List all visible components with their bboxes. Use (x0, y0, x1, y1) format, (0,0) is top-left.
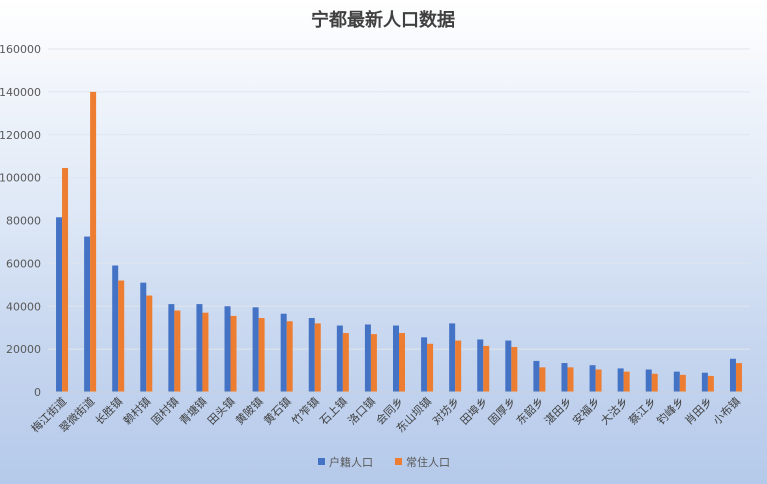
x-tick-label: 黄石镇 (261, 394, 294, 427)
y-tick-label: 160000 (0, 43, 41, 56)
y-tick-label: 140000 (0, 86, 41, 99)
x-tick-label: 田头镇 (204, 394, 237, 427)
bar-huji (84, 236, 91, 392)
bar-changzhu (483, 345, 490, 392)
bar-huji (561, 363, 568, 392)
x-tick-label: 钓峰乡 (654, 394, 687, 427)
bar-huji (308, 318, 315, 392)
x-tick-label: 洛口镇 (345, 394, 378, 427)
bar-changzhu (146, 295, 153, 392)
bar-huji (140, 282, 147, 392)
x-tick-label: 黄陂镇 (232, 394, 265, 427)
x-tick-label: 竹笮镇 (289, 394, 322, 427)
bar-changzhu (707, 375, 714, 392)
bar-changzhu (595, 369, 602, 392)
x-tick-label: 小布镇 (710, 394, 743, 427)
bar-huji (56, 217, 63, 392)
bar-changzhu (455, 340, 462, 392)
bar-huji (112, 265, 119, 392)
bar-huji (252, 307, 259, 392)
bar-changzhu (342, 333, 349, 392)
bars-layer (56, 91, 742, 392)
x-tick-label: 固厚乡 (486, 395, 519, 428)
legend-swatch (395, 458, 402, 465)
bar-changzhu (511, 346, 518, 392)
bar-changzhu (399, 333, 405, 392)
x-tick-label: 石上镇 (317, 394, 350, 427)
y-axis-ticks: 0 20000 40000 60000 80000 100000 120000 140000 1… (0, 43, 41, 399)
bar-changzhu (651, 373, 658, 392)
bar-changzhu (539, 367, 546, 392)
bar-changzhu (258, 318, 265, 392)
bar-huji (533, 360, 540, 392)
grid-layer (48, 48, 750, 350)
y-tick-label: 20000 (6, 343, 41, 356)
bar-changzhu (174, 310, 181, 392)
bar-changzhu (286, 321, 293, 392)
bar-changzhu (62, 167, 69, 392)
x-tick-label: 田埠乡 (457, 394, 490, 427)
bar-huji (505, 340, 512, 392)
x-tick-label: 蔡江乡 (626, 395, 659, 428)
y-tick-label: 40000 (6, 300, 41, 313)
y-tick-label: 80000 (6, 215, 41, 228)
bar-changzhu (427, 343, 434, 392)
y-tick-label: 120000 (0, 129, 41, 142)
bar-huji (336, 325, 343, 392)
bar-changzhu (623, 371, 630, 392)
x-axis-labels: 梅江街道翠微街道长胜镇赖村镇固村镇青塘镇田头镇黄陂镇黄石镇竹笮镇石上镇洛口镇会同… (28, 394, 743, 435)
bar-huji (364, 324, 371, 392)
x-tick-label: 固村镇 (148, 394, 181, 427)
x-tick-label: 安福乡 (569, 394, 602, 427)
x-tick-label: 青塘镇 (176, 394, 209, 427)
x-tick-label: 肖田乡 (682, 394, 715, 427)
x-tick-label: 对坊乡 (429, 394, 462, 427)
x-tick-label: 东韶乡 (513, 394, 546, 427)
bar-huji (673, 371, 680, 392)
legend-label: 常住人口 (406, 455, 450, 469)
bar-changzhu (567, 367, 574, 392)
bar-huji (224, 306, 231, 392)
bar-changzhu (118, 280, 125, 392)
chart-title: 宁都最新人口数据 (311, 9, 455, 31)
bar-huji (617, 368, 624, 392)
x-tick-label: 大沽乡 (598, 394, 631, 427)
bar-changzhu (202, 312, 209, 392)
bar-changzhu (90, 91, 97, 392)
bar-huji (701, 372, 708, 392)
bar-huji (393, 325, 399, 392)
bar-changzhu (735, 363, 742, 392)
x-tick-label: 湛田乡 (542, 395, 575, 428)
bar-changzhu (230, 315, 237, 392)
bar-changzhu (679, 374, 686, 392)
legend: 户籍人口 常住人口 (318, 455, 450, 469)
legend-label: 户籍人口 (329, 455, 373, 469)
bar-huji (168, 304, 175, 392)
bar-huji (280, 313, 287, 392)
bar-huji (449, 323, 456, 392)
bar-huji (196, 304, 203, 392)
bar-changzhu (370, 334, 377, 392)
y-tick-label: 100000 (0, 172, 41, 185)
y-tick-label: 0 (34, 386, 41, 399)
x-tick-label: 长胜镇 (92, 394, 125, 427)
x-tick-label: 赖村镇 (120, 394, 153, 427)
bar-huji (589, 365, 596, 392)
bar-huji (645, 369, 652, 392)
legend-swatch (318, 458, 325, 465)
bar-changzhu (314, 323, 321, 392)
bar-huji (477, 339, 484, 392)
bar-huji (421, 337, 428, 392)
y-tick-label: 60000 (6, 257, 41, 270)
bar-huji (729, 358, 736, 392)
